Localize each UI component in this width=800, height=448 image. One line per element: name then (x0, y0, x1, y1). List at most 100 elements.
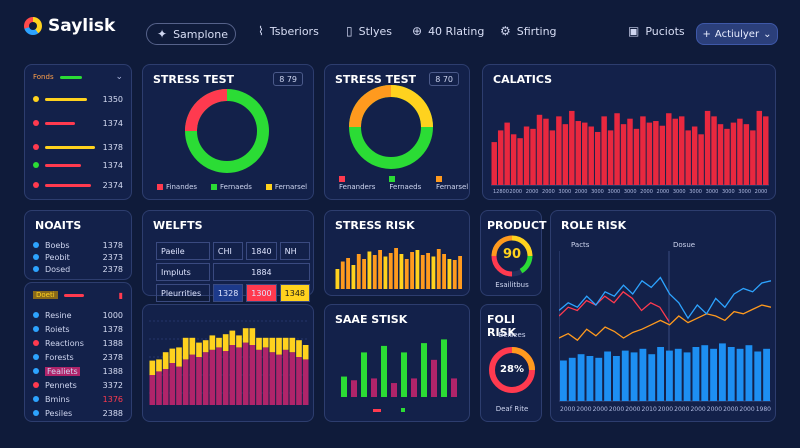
chart-bar (701, 345, 709, 401)
chart-bar (646, 122, 653, 185)
list-item[interactable]: Forests 2378 (33, 351, 123, 363)
chart-bar (594, 131, 601, 185)
row-value: 1378 (102, 240, 123, 250)
nav-item-3[interactable]: ⊕ 40 Rlating (412, 24, 484, 38)
list-item[interactable]: Fealiets 1388 (33, 365, 123, 377)
chart-bar (674, 348, 682, 401)
tick-label: 3000 (673, 189, 686, 195)
nav-item-1[interactable]: ⌇ Tsberiors (258, 24, 319, 38)
donut-chart (349, 85, 433, 169)
chart-legend: Fenanders Fernaeds Fernarsel (339, 175, 469, 191)
chart-bar (653, 121, 659, 185)
funds-header: Fonds ⌄ (33, 71, 123, 83)
chart-bar (335, 269, 340, 289)
table-row[interactable]: Impluts 1884 (156, 263, 310, 281)
list-item[interactable]: Boebs 1378 (33, 239, 123, 251)
list-item[interactable]: 1350 (33, 93, 123, 105)
chart-bar (627, 118, 633, 185)
chevron-down-icon[interactable]: ⌄ (115, 72, 123, 82)
chart-bar (717, 124, 724, 185)
list-item[interactable]: Resine 1000 (33, 309, 123, 321)
action-button[interactable]: + Actiulyer ⌄ (696, 23, 778, 45)
tick-label: 2000 (560, 406, 575, 413)
products-label: Puciots (645, 24, 685, 38)
gauge-arc-orange (491, 235, 513, 257)
chart-bar (586, 356, 594, 401)
funds-bar (59, 75, 82, 79)
nav-item-4[interactable]: ⚙ Sfirting (500, 24, 557, 38)
chart-bar (530, 128, 536, 185)
action-label: Actiulyer (714, 28, 760, 40)
status-dot (33, 410, 39, 416)
chart-bar (451, 378, 457, 397)
chart-bar (452, 260, 457, 289)
tick-label: 2000 (625, 406, 640, 413)
card-title: STRESS TEST (153, 73, 235, 86)
tick-label: 2000 (739, 406, 754, 413)
chart-bar (711, 116, 717, 185)
funds-title: Fonds (33, 73, 54, 81)
list-item[interactable]: Peobit 2373 (33, 251, 123, 263)
donut-ring-red (185, 89, 228, 132)
list-item[interactable]: Pennets 3372 (33, 379, 123, 391)
list-item[interactable]: 1374 (33, 117, 123, 129)
products-link[interactable]: ▣ Puciots (628, 24, 685, 38)
status-dot (33, 312, 39, 318)
chart-bar-stack (176, 347, 182, 367)
card-badge[interactable]: 8 79 (273, 72, 303, 86)
app-logo[interactable]: Saylisk (24, 16, 115, 36)
row-value: 1374 (102, 118, 123, 128)
list-item[interactable]: Roiets 1378 (33, 323, 123, 335)
details-title: Doeti (33, 291, 58, 299)
chart-bar (367, 251, 372, 289)
chart-bar-stack (236, 335, 242, 348)
chart-bar (378, 250, 382, 289)
series-label: Dosue (673, 241, 696, 249)
list-item[interactable]: Reactions 1388 (33, 337, 123, 349)
weights-card: WELFTS Paeile CHI 1840 NH Impluts 1884 P… (142, 210, 314, 302)
donut-chart (185, 89, 269, 173)
chart-bar (685, 130, 691, 185)
rating-icon: ⊕ (412, 24, 423, 38)
chart-bar (736, 348, 744, 401)
chart-bar (763, 116, 769, 185)
nav-item-label: Stlyes (358, 24, 392, 38)
chart-bar (614, 113, 620, 185)
chart-bar (399, 254, 404, 289)
chart-bar (383, 256, 388, 289)
status-dot (33, 120, 39, 126)
stacked-bar-chart (149, 320, 309, 405)
list-item[interactable]: 2374 (33, 179, 123, 191)
nav-item-2[interactable]: ▯ Stlyes (346, 24, 392, 38)
calendar-icon: ▣ (628, 24, 640, 38)
row-label: Peobit (45, 252, 70, 262)
tick-label: 3000 (558, 189, 571, 195)
chart-bar (639, 348, 647, 401)
list-item[interactable]: 1374 (33, 159, 123, 171)
chart-bar (411, 378, 417, 397)
chart-bar-stack (242, 328, 249, 343)
stacked-chart-card (142, 304, 314, 422)
add-icon: + (702, 28, 711, 40)
list-item[interactable]: Pesiles 2388 (33, 407, 123, 419)
sample-selector[interactable]: ✦ Samplone (146, 23, 236, 45)
table-row[interactable]: Pleurrities 1328 1300 1348 (156, 284, 310, 302)
list-item[interactable]: Bmins 1376 (33, 393, 123, 405)
tick-label: 2000 (576, 406, 591, 413)
table-row[interactable]: Paeile CHI 1840 NH (156, 242, 310, 260)
value-bar (45, 97, 87, 101)
chart-bar-stack (156, 359, 162, 372)
row-label: Forests (45, 352, 74, 362)
chart-bar-stack (296, 340, 302, 357)
chart-bar (666, 350, 673, 401)
card-badge[interactable]: 8 70 (429, 72, 459, 86)
list-item[interactable]: Dosed 2378 (33, 263, 123, 275)
chart-bar (447, 259, 452, 289)
chart-bar (391, 383, 397, 397)
role-risk-combo-chart: 2000 2000 2000 2000 2000 2010 2000 2000 2000 2000… (559, 251, 771, 413)
status-dot (33, 266, 39, 272)
list-item[interactable]: 1378 (33, 141, 123, 153)
chart-bar-stack (289, 337, 296, 353)
table-cell: 1840 (246, 242, 277, 260)
row-value: 1350 (102, 94, 123, 104)
